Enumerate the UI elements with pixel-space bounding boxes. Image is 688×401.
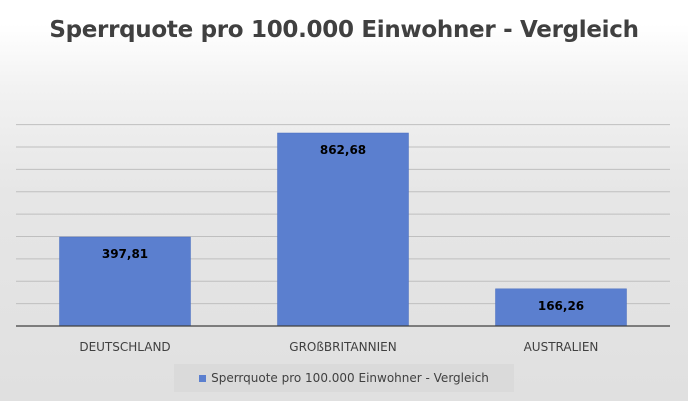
data-label: 397,81	[102, 247, 148, 261]
category-tick-label: DEUTSCHLAND	[79, 340, 170, 354]
category-tick-label: GROßBRITANNIEN	[289, 340, 396, 354]
legend-swatch	[199, 374, 207, 382]
category-tick-labels: DEUTSCHLAND GROßBRITANNIEN AUSTRALIEN	[79, 340, 598, 354]
bars	[59, 132, 627, 327]
chart-title: Sperrquote pro 100.000 Einwohner - Vergl…	[49, 17, 639, 43]
data-label: 862,68	[320, 143, 366, 157]
bar-1	[277, 132, 409, 327]
data-label: 166,26	[538, 299, 584, 313]
legend-label: Sperrquote pro 100.000 Einwohner - Vergl…	[211, 371, 489, 385]
data-labels: 397,81 862,68 166,26	[102, 143, 584, 313]
legend: Sperrquote pro 100.000 Einwohner - Vergl…	[174, 364, 514, 392]
bar-0	[59, 236, 191, 327]
bar-2	[495, 288, 627, 327]
category-tick-label: AUSTRALIEN	[524, 340, 599, 354]
